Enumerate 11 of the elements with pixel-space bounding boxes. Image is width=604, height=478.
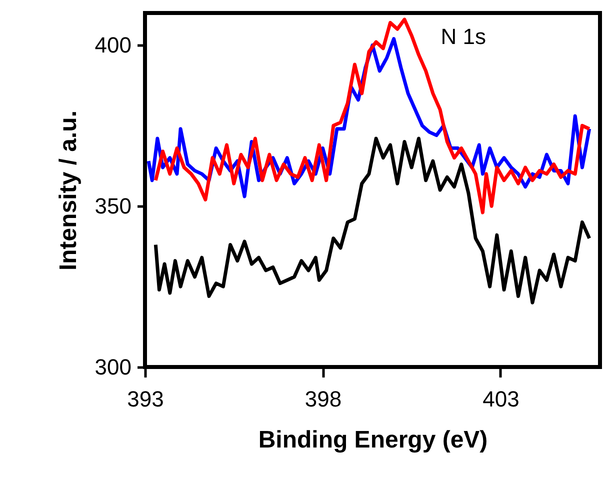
x-axis-title: Binding Energy (eV) xyxy=(258,426,488,454)
y-tick-label: 350 xyxy=(94,194,132,219)
y-tick-label: 300 xyxy=(94,354,132,380)
x-tick-label: 398 xyxy=(304,386,342,412)
line-series xyxy=(154,18,592,214)
x-tick-label: 403 xyxy=(482,386,520,412)
x-tick-label: 393 xyxy=(127,386,164,412)
line-series xyxy=(154,136,592,304)
y-tick-label: 400 xyxy=(94,32,132,58)
y-axis-title: Intensity / a.u. xyxy=(54,110,82,271)
annotation: N 1s xyxy=(440,24,486,49)
